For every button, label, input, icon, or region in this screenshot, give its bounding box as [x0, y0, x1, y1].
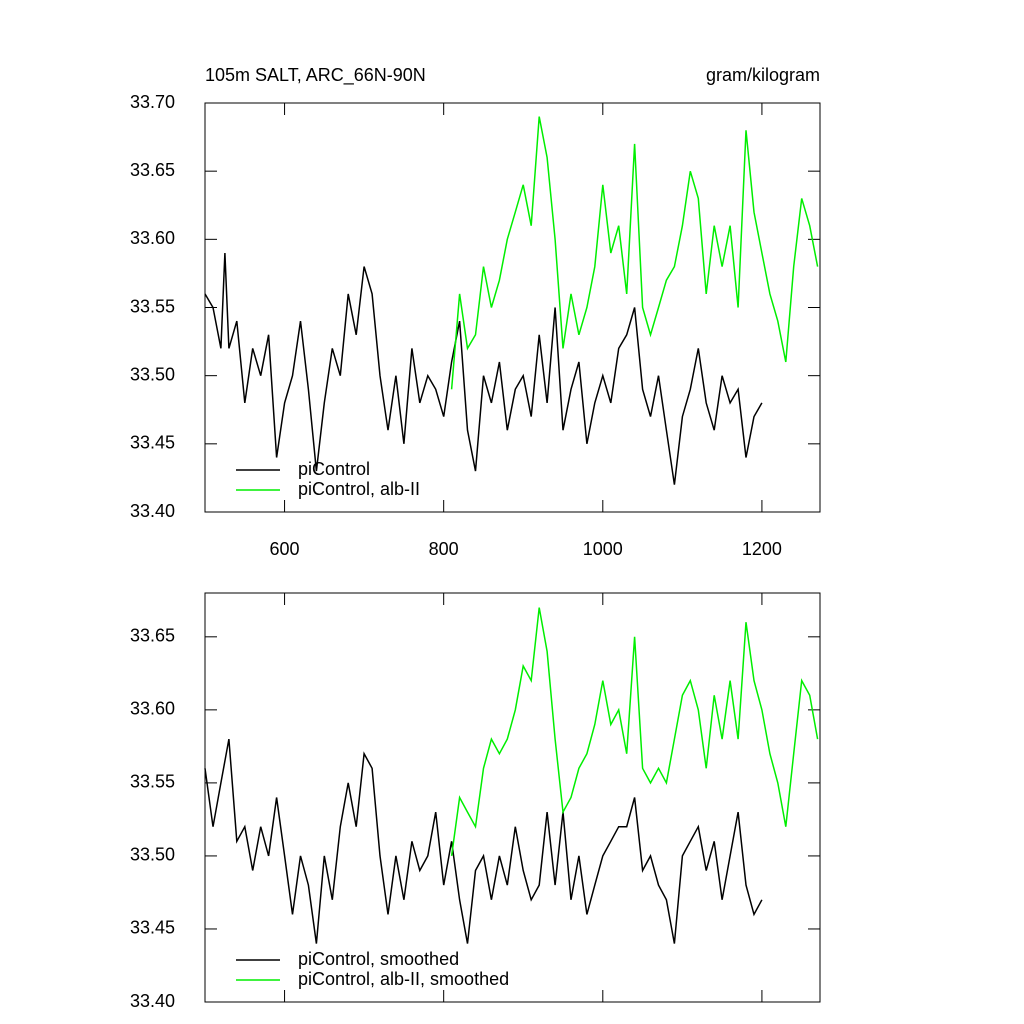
- legend-label: piControl: [298, 459, 370, 479]
- x-tick-label: 1000: [583, 539, 623, 559]
- y-tick-label: 33.50: [130, 364, 175, 384]
- plot-frame: [204, 102, 821, 513]
- y-tick-label: 33.45: [130, 433, 175, 453]
- x-tick-label: 800: [429, 539, 459, 559]
- plot-frame: [204, 592, 821, 1003]
- x-tick-label: 600: [270, 539, 300, 559]
- legend-label: piControl, alb-II: [298, 479, 420, 499]
- y-tick-label: 33.65: [130, 160, 175, 180]
- data-line: [450, 116, 819, 390]
- y-tick-label: 33.50: [130, 845, 175, 865]
- data-line: [204, 738, 763, 944]
- y-tick-label: 33.40: [130, 991, 175, 1011]
- y-tick-label: 33.40: [130, 501, 175, 521]
- chart-title: 105m SALT, ARC_66N-90N: [205, 65, 426, 86]
- legend-label: piControl, alb-II, smoothed: [298, 969, 509, 989]
- y-tick-label: 33.60: [130, 228, 175, 248]
- x-tick-label: 1200: [742, 539, 782, 559]
- y-tick-label: 33.55: [130, 296, 175, 316]
- y-tick-label: 33.65: [130, 626, 175, 646]
- y-tick-label: 33.55: [130, 772, 175, 792]
- y-tick-label: 33.70: [130, 92, 175, 112]
- legend-label: piControl, smoothed: [298, 949, 459, 969]
- y-tick-label: 33.60: [130, 699, 175, 719]
- data-line: [450, 607, 819, 857]
- data-line: [204, 252, 763, 485]
- units-label: gram/kilogram: [706, 65, 820, 85]
- y-tick-label: 33.45: [130, 918, 175, 938]
